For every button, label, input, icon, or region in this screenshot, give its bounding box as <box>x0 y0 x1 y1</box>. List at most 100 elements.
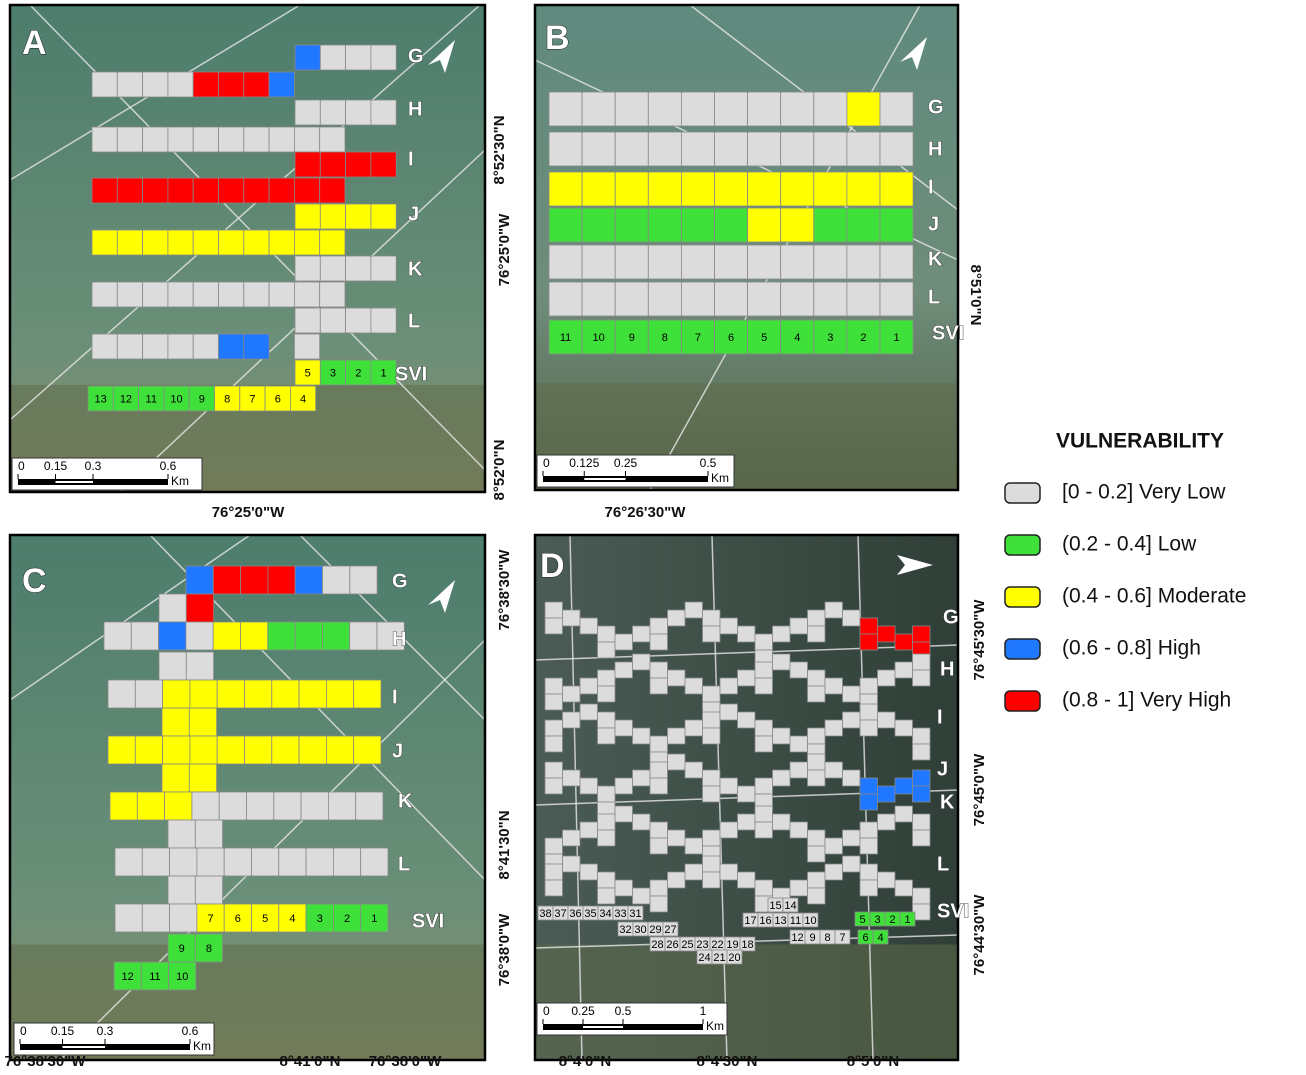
grid-cell <box>738 626 756 642</box>
grid-cell <box>703 610 721 626</box>
grid-cell <box>715 92 748 126</box>
svi-label: 11 <box>146 393 157 405</box>
grid-cell <box>306 848 333 876</box>
grid-cell <box>350 622 377 650</box>
grid-cell <box>773 626 791 642</box>
scale-bar-gap <box>63 1046 106 1048</box>
grid-cell <box>356 792 383 820</box>
svi-label: 10 <box>804 915 816 927</box>
map-panel: 765432198121110CGHIJKLSVI76°38'30"W8°41'… <box>5 535 513 1070</box>
grid-cell <box>648 92 681 126</box>
grid-cell <box>165 792 192 820</box>
grid-cell <box>781 132 814 166</box>
grid-cell <box>549 245 582 279</box>
grid-cell <box>633 770 651 786</box>
grid-cell <box>244 282 269 307</box>
grid-cell <box>193 230 218 255</box>
coordinate-label: 76°25'0"W <box>496 213 513 286</box>
row-label: K <box>928 248 943 270</box>
grid-cell <box>633 626 651 642</box>
scale-label: 0.15 <box>51 1024 75 1038</box>
row-label: K <box>940 791 955 813</box>
grid-cell <box>247 792 274 820</box>
grid-cell <box>219 127 244 152</box>
svi-label: 7 <box>839 932 845 944</box>
grid-cell <box>913 830 931 846</box>
grid-cell <box>650 896 668 912</box>
grid-cell <box>582 208 615 242</box>
grid-cell <box>880 245 913 279</box>
grid-cell <box>790 822 808 838</box>
shore <box>535 945 958 1061</box>
grid-cell <box>847 92 880 126</box>
grid-cell <box>346 256 371 281</box>
row-label: SVI <box>412 910 444 932</box>
row-label: G <box>943 606 959 628</box>
svi-label: 32 <box>619 924 631 936</box>
grid-cell <box>790 762 808 778</box>
grid-cell <box>294 178 319 203</box>
grid-cell <box>790 662 808 678</box>
svi-label: 1 <box>904 914 910 926</box>
grid-cell <box>252 848 279 876</box>
grid-cell <box>117 282 142 307</box>
grid-cell <box>170 848 197 876</box>
grid-cell <box>545 736 563 752</box>
grid-cell <box>295 45 320 70</box>
grid-cell <box>895 720 913 736</box>
svi-label: 25 <box>681 939 693 951</box>
grid-cell <box>781 208 814 242</box>
grid-cell <box>648 282 681 316</box>
grid-cell <box>117 230 142 255</box>
grid-cell <box>193 127 218 152</box>
grid-cell <box>371 256 396 281</box>
grid-cell <box>715 245 748 279</box>
grid-cell <box>615 778 633 794</box>
row-label: J <box>408 203 419 225</box>
svi-label: 3 <box>317 913 323 925</box>
grid-cell <box>685 838 703 854</box>
grid-cell <box>320 45 345 70</box>
grid-cell <box>703 686 721 702</box>
grid-cell <box>668 754 686 770</box>
scale-label: 0.25 <box>571 1004 595 1018</box>
svi-label: 9 <box>809 932 815 944</box>
grid-cell <box>563 610 581 626</box>
grid-cell <box>814 172 847 206</box>
grid-cell <box>615 282 648 316</box>
grid-cell <box>748 92 781 126</box>
grid-cell <box>668 610 686 626</box>
grid-cell <box>808 728 826 744</box>
svi-label: 5 <box>761 332 767 344</box>
grid-cell <box>189 764 216 792</box>
grid-cell <box>213 622 240 650</box>
grid-cell <box>755 778 773 794</box>
svi-label: 36 <box>569 908 581 920</box>
row-label: L <box>398 853 410 875</box>
grid-cell <box>615 172 648 206</box>
grid-cell <box>878 786 896 802</box>
grid-cell <box>720 822 738 838</box>
grid-cell <box>328 792 355 820</box>
grid-cell <box>545 880 563 896</box>
grid-cell <box>168 230 193 255</box>
grid-cell <box>633 888 651 904</box>
grid-cell <box>860 678 878 694</box>
grid-cell <box>598 642 616 658</box>
svi-label: 4 <box>877 932 883 944</box>
grid-cell <box>895 662 913 678</box>
legend-swatch <box>1005 535 1040 555</box>
grid-cell <box>748 282 781 316</box>
grid-cell <box>720 864 738 880</box>
grid-cell <box>814 92 847 126</box>
grid-cell <box>326 680 353 708</box>
grid-cell <box>913 744 931 760</box>
svi-label: 33 <box>614 908 626 920</box>
grid-cell <box>681 245 714 279</box>
grid-cell <box>860 778 878 794</box>
grid-cell <box>808 846 826 862</box>
svi-label: 34 <box>599 908 611 920</box>
grid-cell <box>244 230 269 255</box>
grid-cell <box>131 622 158 650</box>
